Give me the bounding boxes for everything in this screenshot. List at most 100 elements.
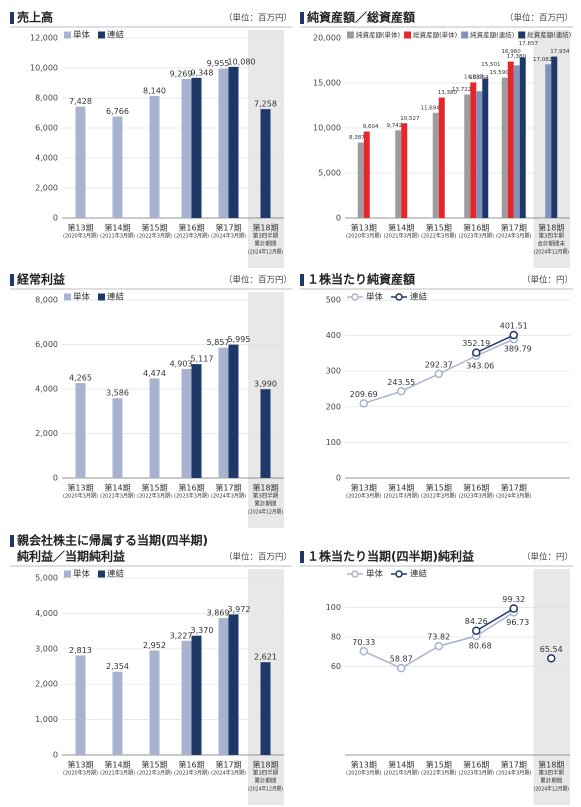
x-tick-label: 第13期 xyxy=(67,760,93,770)
x-tick-sublabel: 第3四半期 xyxy=(539,769,565,777)
x-tick-label: 第18期 xyxy=(252,223,278,233)
x-tick-label: 第17期 xyxy=(215,483,241,493)
legend-swatch xyxy=(64,293,71,301)
x-tick-label: 第15期 xyxy=(141,760,167,770)
x-tick-sublabel: (2022年3月期) xyxy=(421,769,457,777)
y-tick-label: 12,000 xyxy=(30,34,58,43)
value-label: 7,258 xyxy=(254,100,277,109)
chart-subtitle: 純利益／当期純利益 xyxy=(17,549,125,564)
x-tick-sublabel: (2024年3月期) xyxy=(211,232,246,240)
chart-title: 経常利益 xyxy=(17,272,65,287)
legend-label: 単体 xyxy=(366,569,384,580)
value-label: 2,621 xyxy=(254,653,277,662)
value-label: 17,082 xyxy=(533,57,552,63)
value-label: 13,380 xyxy=(438,90,458,96)
legend-swatch xyxy=(64,31,71,39)
y-tick-label: 100 xyxy=(326,438,341,447)
y-tick-label: 400 xyxy=(326,331,341,340)
bar xyxy=(149,95,160,218)
point xyxy=(397,387,406,396)
value-label: 84.26 xyxy=(465,617,488,626)
y-tick-label: 2,000 xyxy=(35,680,58,689)
chart-title: 親会社株主に帰属する当期(四半期) xyxy=(17,533,208,548)
x-tick-sublabel: (2024年12月期) xyxy=(534,248,570,256)
x-tick-label: 第18期 xyxy=(538,760,564,770)
x-tick-sublabel: (2021年3月期) xyxy=(100,232,135,240)
legend-marker xyxy=(395,570,403,578)
legend-swatch xyxy=(64,570,71,578)
title-marker xyxy=(300,551,304,563)
x-tick-sublabel: (2022年3月期) xyxy=(137,769,172,777)
x-tick-sublabel: (2021年3月期) xyxy=(100,492,135,500)
bar xyxy=(228,344,239,478)
x-tick-sublabel: 会計期間末 xyxy=(537,240,565,248)
bar xyxy=(112,116,123,218)
chart-title: 売上高 xyxy=(17,10,53,25)
x-tick-sublabel: (2023年3月期) xyxy=(174,232,209,240)
bar xyxy=(75,106,86,218)
bar xyxy=(218,618,229,755)
x-tick-label: 第18期 xyxy=(252,483,278,493)
value-label: 14,087 xyxy=(464,75,484,81)
value-label: 15,590 xyxy=(490,70,510,76)
bar xyxy=(218,347,229,478)
x-tick-sublabel: (2021年3月期) xyxy=(384,232,420,240)
legend-label: 総資産額(連結) xyxy=(527,30,571,39)
value-label: 9,604 xyxy=(363,124,379,130)
x-tick-label: 第15期 xyxy=(426,760,452,770)
value-label: 4,903 xyxy=(170,359,193,368)
bar xyxy=(551,56,558,219)
legend-swatch xyxy=(98,31,106,39)
bar xyxy=(395,130,402,218)
value-label: 99.32 xyxy=(502,595,525,604)
value-label: 9,348 xyxy=(191,68,214,77)
title-marker xyxy=(300,12,304,24)
legend-label: 連結 xyxy=(107,292,125,303)
x-tick-sublabel: (2022年3月期) xyxy=(421,492,457,500)
x-tick-sublabel: 累計期間 xyxy=(254,500,277,508)
y-tick-label: 100 xyxy=(326,603,341,612)
y-tick-label: 4,000 xyxy=(35,609,58,618)
x-tick-sublabel: 累計期間 xyxy=(540,777,563,785)
y-tick-label: 2,000 xyxy=(35,184,58,193)
value-label: 80.68 xyxy=(469,641,492,650)
bar xyxy=(363,131,370,218)
x-tick-label: 第15期 xyxy=(141,223,167,233)
legend-marker xyxy=(351,293,359,301)
value-label: 4,265 xyxy=(69,374,92,383)
bar xyxy=(181,640,192,755)
bar xyxy=(476,91,483,218)
unit-label: （単位：円） xyxy=(522,552,573,563)
value-label: 3,869 xyxy=(207,609,230,618)
value-label: 209.69 xyxy=(350,390,378,399)
x-tick-sublabel: (2020年3月期) xyxy=(346,232,382,240)
y-tick-label: 0 xyxy=(336,214,341,223)
x-tick-label: 第17期 xyxy=(215,760,241,770)
x-tick-sublabel: (2020年3月期) xyxy=(63,769,98,777)
x-tick-sublabel: (2024年3月期) xyxy=(211,769,246,777)
legend-marker xyxy=(351,570,359,578)
x-tick-sublabel: (2022年3月期) xyxy=(137,232,172,240)
y-tick-label: 15,000 xyxy=(313,79,341,88)
x-tick-sublabel: (2020年3月期) xyxy=(346,769,382,777)
y-tick-label: 5,000 xyxy=(35,574,58,583)
x-tick-label: 第18期 xyxy=(538,223,564,233)
value-label: 16,960 xyxy=(502,49,522,55)
legend-swatch xyxy=(98,293,106,301)
point xyxy=(509,604,518,613)
y-tick-label: 80 xyxy=(331,633,341,642)
legend-label: 単体 xyxy=(73,30,91,41)
x-tick-sublabel: (2021年3月期) xyxy=(100,769,135,777)
title-marker xyxy=(10,12,14,24)
x-tick-sublabel: (2024年3月期) xyxy=(496,232,532,240)
y-tick-label: 0 xyxy=(53,474,58,483)
bar xyxy=(149,378,160,478)
bar xyxy=(401,123,408,218)
bar xyxy=(112,398,123,478)
value-label: 3,586 xyxy=(106,389,129,398)
bar xyxy=(181,368,192,478)
bar xyxy=(218,68,229,218)
value-label: 96.73 xyxy=(506,618,529,627)
y-tick-label: 0 xyxy=(336,474,341,483)
bar xyxy=(181,78,192,218)
